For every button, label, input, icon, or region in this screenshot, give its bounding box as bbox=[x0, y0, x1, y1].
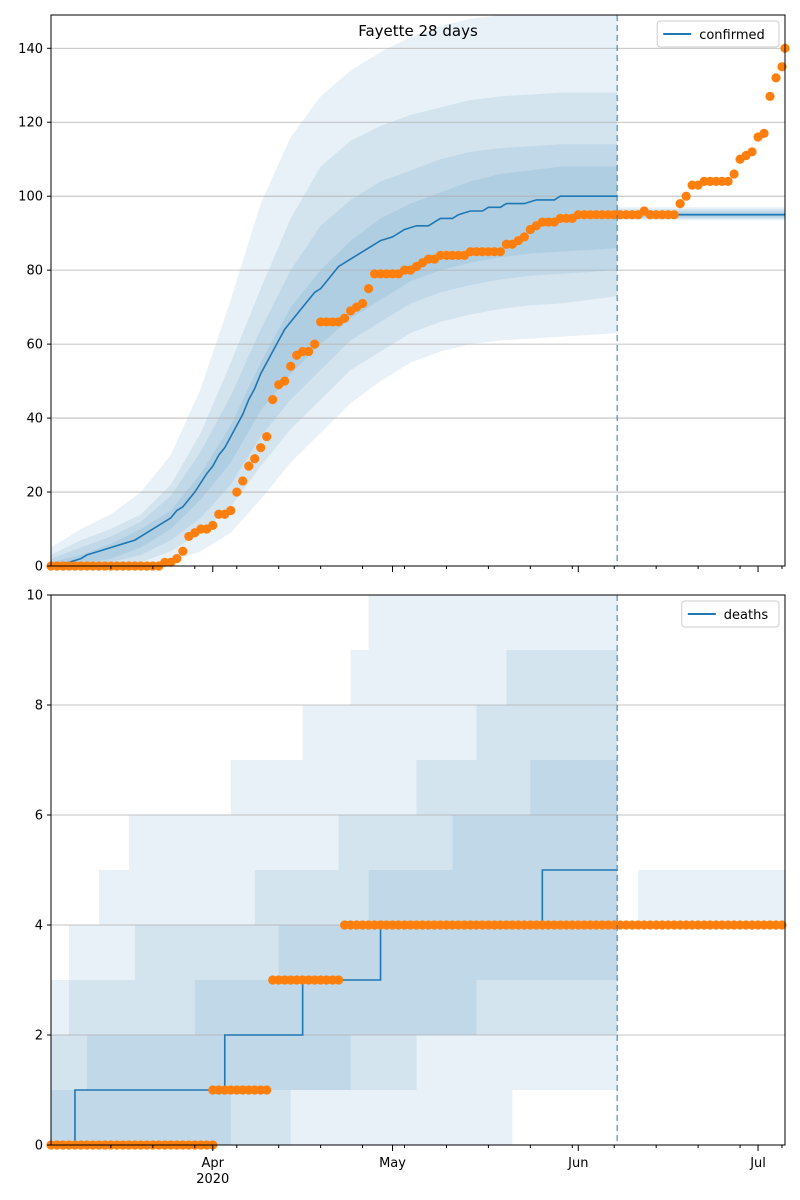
confirmed-legend-box bbox=[656, 20, 780, 48]
confirmed-observed-point-34 bbox=[250, 454, 260, 464]
deaths-uncertainty-bands bbox=[51, 595, 785, 1145]
deaths-band-2 bbox=[51, 595, 618, 1145]
deaths-y-tick-label-4: 8 bbox=[35, 699, 43, 714]
confirmed-axes-frame bbox=[50, 14, 786, 567]
confirmed-observed-point-30 bbox=[226, 505, 236, 516]
deaths-y-tick-label-0: 0 bbox=[35, 1139, 43, 1154]
confirmed-observed-point-35 bbox=[256, 443, 266, 453]
confirmed-observed-point-75 bbox=[495, 247, 505, 257]
confirmed-observed-point-39 bbox=[280, 376, 290, 386]
confirmed-observed-point-44 bbox=[310, 339, 320, 349]
x-tick-year-label-0: 2020 bbox=[196, 1172, 229, 1187]
confirmed-observed-point-33 bbox=[244, 461, 254, 471]
confirmed-observed-point-113 bbox=[723, 176, 733, 187]
confirmed-observed-point-53 bbox=[363, 284, 374, 294]
confirmed-band-0 bbox=[51, 166, 618, 566]
confirmed-observed-point-114 bbox=[729, 169, 739, 179]
confirmed-observed-point-79 bbox=[519, 232, 529, 242]
confirmed-y-tick-label-5: 100 bbox=[18, 190, 43, 205]
confirmed-observed-point-27 bbox=[208, 520, 218, 530]
deaths-observed-point-123 bbox=[777, 920, 787, 930]
deaths-y-tick-label-3: 6 bbox=[35, 809, 43, 824]
confirmed-observed-point-32 bbox=[238, 476, 248, 486]
confirmed-observed-point-31 bbox=[232, 487, 242, 497]
confirmed-band-3 bbox=[51, 15, 618, 566]
confirmed-y-ticks: 0 20 40 60 80 100 120 140 bbox=[18, 42, 51, 575]
deaths-y-tick-label-2: 4 bbox=[35, 919, 43, 934]
x-tick-label-0: Apr bbox=[202, 1156, 225, 1171]
confirmed-observed-point-40 bbox=[286, 361, 296, 371]
confirmed-observed-point-121 bbox=[771, 73, 781, 83]
confirmed-observed-point-37 bbox=[268, 394, 278, 405]
confirmed-observed-point-43 bbox=[304, 346, 314, 357]
deaths-median-line bbox=[51, 869, 618, 1145]
x-tick-label-3: Jul bbox=[749, 1156, 766, 1171]
x-tick-label-2: Jun bbox=[567, 1156, 588, 1171]
confirmed-observed-point-104 bbox=[669, 210, 679, 220]
confirmed-legend-label: confirmed bbox=[699, 28, 765, 43]
confirmed-observed-point-120 bbox=[765, 91, 775, 101]
deaths-band-0 bbox=[51, 760, 618, 1145]
deaths-y-ticks: 0 2 4 6 8 10 bbox=[26, 589, 51, 1154]
confirmed-median-line bbox=[51, 195, 618, 566]
x-tick-label-1: May bbox=[379, 1156, 406, 1171]
confirmed-observed-point-117 bbox=[747, 147, 757, 157]
deaths-y-tick-label-1: 2 bbox=[35, 1029, 43, 1044]
confirmed-uncertainty-bands bbox=[51, 15, 785, 566]
confirmed-y-tick-label-3: 60 bbox=[26, 338, 43, 353]
confirmed-observed-point-52 bbox=[357, 298, 368, 309]
confirmed-observed-point-49 bbox=[340, 313, 350, 323]
confirmed-observed-point-122 bbox=[777, 62, 787, 72]
deaths-band-1 bbox=[51, 650, 618, 1145]
deaths-axes-frame bbox=[50, 594, 786, 1146]
confirmed-y-tick-label-1: 20 bbox=[26, 486, 43, 501]
confirmed-x-ticks bbox=[110, 566, 783, 572]
deaths-y-tick-label-5: 10 bbox=[26, 589, 43, 604]
confirmed-observed-point-119 bbox=[759, 128, 769, 138]
confirmed-observed-point-36 bbox=[262, 431, 272, 442]
confirmed-legend: confirmed bbox=[656, 20, 780, 48]
confirmed-panel-title: Fayette 28 days bbox=[358, 22, 478, 40]
confirmed-y-tick-label-4: 80 bbox=[26, 264, 43, 279]
deaths-observed-point-49 bbox=[334, 975, 344, 985]
confirmed-panel: 0 20 40 60 80 100 120 140 Fayette 28 days confi… bbox=[18, 14, 790, 575]
deaths-legend-box bbox=[681, 600, 780, 628]
confirmed-gridlines bbox=[51, 47, 785, 493]
confirmed-observed-point-105 bbox=[675, 198, 685, 209]
confirmed-observed-point-106 bbox=[681, 191, 691, 201]
confirmed-y-tick-label-2: 40 bbox=[26, 412, 43, 427]
deaths-legend-label: deaths bbox=[724, 608, 769, 623]
deaths-legend: deaths bbox=[681, 600, 780, 628]
confirmed-observed-point-22 bbox=[178, 546, 188, 556]
confirmed-y-tick-label-6: 120 bbox=[18, 116, 43, 131]
confirmed-y-tick-label-7: 140 bbox=[18, 42, 43, 57]
deaths-forecast-band-2 bbox=[617, 870, 785, 925]
confirmed-observed-point-21 bbox=[172, 554, 182, 564]
confirmed-y-tick-label-0: 0 bbox=[35, 560, 43, 575]
deaths-observed-point-37 bbox=[262, 1085, 272, 1095]
